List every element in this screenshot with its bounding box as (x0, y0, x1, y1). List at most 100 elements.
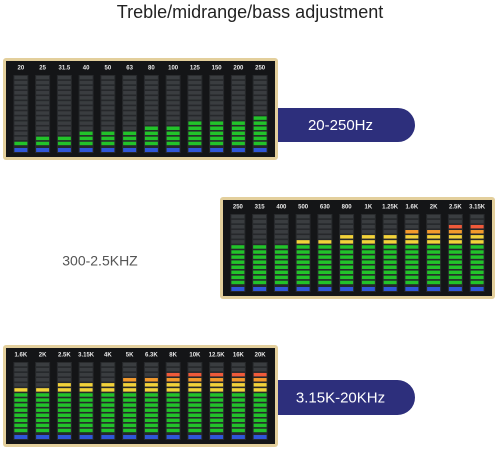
unlit-segment (14, 96, 28, 100)
lit-segment (188, 413, 202, 417)
band-base (166, 435, 180, 439)
lit-segment (188, 136, 202, 141)
unlit-segment (144, 80, 158, 85)
lit-segment (448, 240, 462, 244)
lit-segment (383, 235, 397, 239)
lit-segment (188, 418, 202, 423)
lit-segment (253, 275, 267, 280)
level-bar (383, 235, 397, 285)
lit-segment (188, 388, 202, 392)
lit-segment (340, 245, 354, 249)
lit-segment (470, 245, 484, 249)
lit-segment (253, 383, 267, 387)
lit-segment (101, 383, 115, 387)
level-bar (296, 240, 310, 285)
lit-segment (405, 245, 419, 249)
unlit-segment (101, 101, 115, 105)
lit-segment (253, 255, 267, 259)
lit-segment (166, 413, 180, 417)
lit-segment (57, 383, 71, 387)
panel-screen (223, 200, 492, 296)
band-base (79, 435, 93, 439)
lit-segment (231, 398, 245, 402)
band-base (340, 287, 354, 291)
unlit-segment (166, 85, 180, 90)
unlit-segment (166, 75, 180, 80)
lit-segment (79, 413, 93, 417)
unlit-segment (57, 85, 71, 90)
lit-segment (470, 230, 484, 234)
unlit-segment (79, 106, 93, 110)
unlit-segment (318, 235, 332, 239)
lit-segment (231, 126, 245, 130)
band-label: 630 (320, 205, 331, 211)
unlit-segment (231, 96, 245, 100)
lit-segment (123, 408, 137, 412)
band-label: 12.5K (209, 353, 226, 359)
unlit-segment (101, 116, 115, 120)
lit-segment (101, 403, 115, 407)
lit-segment (448, 260, 462, 264)
lit-segment (340, 235, 354, 239)
unlit-segment (123, 101, 137, 105)
unlit-segment (448, 219, 462, 224)
lit-segment (57, 136, 71, 141)
lit-segment (14, 423, 28, 428)
unlit-segment (253, 230, 267, 234)
lit-segment (57, 141, 71, 146)
lit-segment (383, 275, 397, 280)
lit-segment (253, 116, 267, 120)
lit-segment (79, 131, 93, 136)
unlit-segment (14, 136, 28, 141)
unlit-segment (188, 80, 202, 85)
lit-segment (274, 245, 288, 249)
band-base (405, 287, 419, 291)
lit-segment (144, 388, 158, 392)
unlit-segment (123, 96, 137, 100)
unlit-segment (253, 75, 267, 80)
unlit-segment (231, 111, 245, 115)
lit-segment (253, 250, 267, 254)
unlit-segment (166, 367, 180, 372)
unlit-segment (123, 111, 137, 115)
lit-segment (427, 260, 441, 264)
unlit-segment (210, 96, 224, 100)
lit-segment (36, 141, 50, 146)
unlit-segment (14, 367, 28, 372)
unlit-segment (448, 214, 462, 219)
unlit-segment (36, 372, 50, 377)
band-label: 1.6K (406, 205, 419, 211)
lit-segment (123, 378, 137, 382)
lit-segment (231, 265, 245, 269)
lit-segment (231, 141, 245, 146)
band-label: 31.5 (59, 66, 71, 72)
band-base (470, 287, 484, 291)
unlit-segment (36, 106, 50, 110)
lit-segment (253, 126, 267, 130)
level-bar (253, 372, 267, 433)
lit-segment (188, 398, 202, 402)
lit-segment (123, 383, 137, 387)
lit-segment (123, 403, 137, 407)
unlit-segment (36, 121, 50, 125)
lit-segment (231, 136, 245, 141)
band-base (210, 148, 224, 152)
lit-segment (231, 245, 245, 249)
unlit-segment (253, 101, 267, 105)
lit-segment (231, 413, 245, 417)
unlit-segment (101, 80, 115, 85)
lit-segment (101, 408, 115, 412)
lit-segment (405, 250, 419, 254)
lit-segment (166, 403, 180, 407)
unlit-segment (57, 126, 71, 130)
lit-segment (188, 383, 202, 387)
lit-segment (253, 270, 267, 275)
level-bar (231, 372, 245, 433)
lit-segment (144, 408, 158, 412)
band-base (36, 148, 50, 152)
lit-segment (383, 245, 397, 249)
lit-segment (57, 393, 71, 397)
lit-segment (231, 270, 245, 275)
lit-segment (79, 383, 93, 387)
lit-segment (57, 423, 71, 428)
